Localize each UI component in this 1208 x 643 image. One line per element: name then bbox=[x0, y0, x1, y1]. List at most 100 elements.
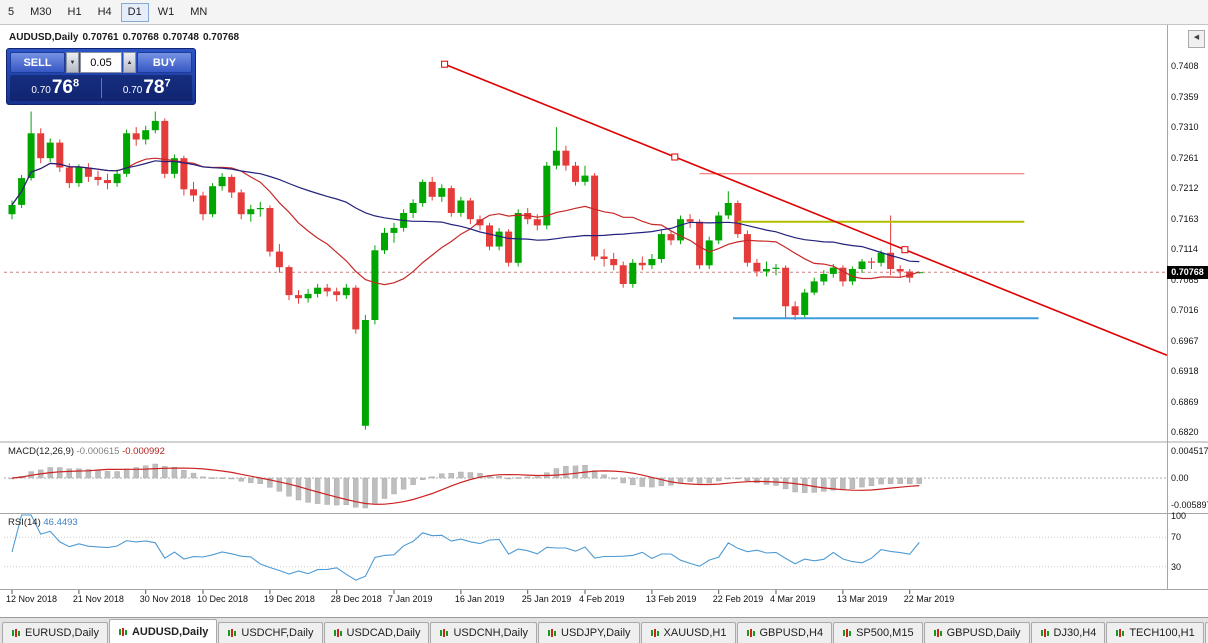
candle-down[interactable] bbox=[476, 219, 484, 226]
candle-up[interactable] bbox=[46, 142, 54, 159]
tab-scroll-left-button[interactable]: ◀ bbox=[1188, 30, 1205, 48]
timeframe-button-w1[interactable]: W1 bbox=[151, 3, 182, 22]
tab-audusd-daily[interactable]: AUDUSD,Daily bbox=[108, 619, 218, 643]
tab-usdcnh-daily[interactable]: USDCNH,Daily bbox=[430, 622, 538, 643]
candle-up[interactable] bbox=[419, 181, 427, 204]
candle-down[interactable] bbox=[667, 234, 675, 241]
volume-input[interactable] bbox=[80, 52, 122, 73]
candle-down[interactable] bbox=[782, 267, 790, 307]
candle-up[interactable] bbox=[438, 188, 446, 197]
candle-up[interactable] bbox=[657, 234, 665, 259]
candle-down[interactable] bbox=[572, 165, 579, 182]
candle-down[interactable] bbox=[275, 251, 283, 268]
candle-up[interactable] bbox=[829, 267, 837, 274]
candle-up[interactable] bbox=[381, 232, 388, 251]
candle-up[interactable] bbox=[648, 259, 656, 266]
candle-up[interactable] bbox=[820, 274, 828, 282]
candle-up[interactable] bbox=[27, 133, 35, 179]
candle-down[interactable] bbox=[428, 181, 436, 197]
candle-down[interactable] bbox=[743, 234, 751, 263]
timeframe-button-5[interactable]: 5 bbox=[1, 3, 21, 22]
candle-down[interactable] bbox=[839, 267, 847, 282]
candle-down[interactable] bbox=[65, 167, 73, 184]
candle-down[interactable] bbox=[533, 219, 541, 226]
candle-up[interactable] bbox=[677, 219, 684, 241]
candle-down[interactable] bbox=[791, 306, 799, 315]
ma-fast-line[interactable] bbox=[11, 157, 920, 286]
candle-up[interactable] bbox=[170, 158, 178, 174]
price-axis[interactable]: 0.7408 0.7359 0.7310 0.7261 0.7212 0.7163 0.71… bbox=[1167, 25, 1208, 617]
tab-sp500-m15[interactable]: SP500,M15 bbox=[833, 622, 923, 643]
candle-up[interactable] bbox=[495, 231, 503, 247]
ma-slow-line[interactable] bbox=[11, 160, 920, 263]
candle-down[interactable] bbox=[638, 262, 646, 266]
candle-down[interactable] bbox=[94, 176, 102, 180]
candle-up[interactable] bbox=[390, 227, 398, 233]
time-axis[interactable]: 12 Nov 2018 21 Nov 2018 30 Nov 2018 10 Dec … bbox=[0, 591, 1167, 617]
tab-dj30-h4[interactable]: DJ30,H4 bbox=[1030, 622, 1106, 643]
candle-up[interactable] bbox=[304, 293, 312, 299]
candle-up[interactable] bbox=[772, 267, 780, 269]
tab-tech100-h1[interactable]: TECH100,H1 bbox=[1106, 622, 1204, 643]
candle-down[interactable] bbox=[56, 142, 64, 168]
ask-price[interactable]: 0.70787 bbox=[102, 77, 193, 99]
candle-up[interactable] bbox=[371, 250, 379, 320]
trendline-handle[interactable] bbox=[671, 153, 679, 161]
candle-down[interactable] bbox=[734, 203, 742, 235]
timeframe-button-mn[interactable]: MN bbox=[183, 3, 214, 22]
sell-button[interactable]: SELL bbox=[10, 52, 65, 73]
timeframe-button-d1[interactable]: D1 bbox=[120, 2, 149, 22]
candle-up[interactable] bbox=[218, 176, 226, 187]
candle-down[interactable] bbox=[285, 267, 293, 296]
candle-up[interactable] bbox=[848, 269, 856, 282]
candle-down[interactable] bbox=[466, 200, 474, 220]
candle-down[interactable] bbox=[686, 219, 694, 222]
candle-up[interactable] bbox=[810, 281, 818, 293]
volume-up-button[interactable]: ▲ bbox=[123, 52, 136, 73]
candle-down[interactable] bbox=[619, 265, 627, 284]
tab-xauusd-h1[interactable]: XAUUSD,H1 bbox=[640, 622, 736, 643]
candle-down[interactable] bbox=[237, 192, 245, 215]
candle-down[interactable] bbox=[37, 133, 45, 159]
rsi-pane[interactable] bbox=[4, 515, 1167, 589]
candle-down[interactable] bbox=[696, 221, 704, 266]
candle-down[interactable] bbox=[323, 287, 331, 292]
tab-usdcad-daily[interactable]: USDCAD,Daily bbox=[323, 622, 430, 643]
candle-up[interactable] bbox=[705, 240, 713, 266]
candle-up[interactable] bbox=[209, 186, 217, 215]
candle-up[interactable] bbox=[75, 167, 83, 184]
candle-down[interactable] bbox=[266, 208, 274, 252]
candle-down[interactable] bbox=[228, 176, 236, 193]
tab-gbpusd-daily[interactable]: GBPUSD,Daily bbox=[923, 622, 1030, 643]
candle-down[interactable] bbox=[610, 259, 618, 266]
candle-down[interactable] bbox=[104, 180, 111, 184]
candle-up[interactable] bbox=[877, 252, 885, 263]
candle-down[interactable] bbox=[180, 158, 188, 190]
tab-uk[interactable]: UK bbox=[1204, 622, 1208, 643]
candle-down[interactable] bbox=[868, 261, 875, 263]
candle-down[interactable] bbox=[562, 150, 570, 166]
tab-gbpusd-h4[interactable]: GBPUSD,H4 bbox=[736, 622, 833, 643]
price-pane[interactable] bbox=[4, 25, 1167, 441]
candle-up[interactable] bbox=[581, 175, 589, 182]
timeframe-button-h4[interactable]: H4 bbox=[91, 3, 119, 22]
candle-up[interactable] bbox=[629, 262, 637, 284]
candle-down[interactable] bbox=[753, 262, 761, 272]
candle-up[interactable] bbox=[361, 320, 369, 426]
bid-price[interactable]: 0.70768 bbox=[10, 77, 101, 99]
candle-down[interactable] bbox=[486, 225, 493, 247]
candle-up[interactable] bbox=[915, 272, 923, 274]
candle-up[interactable] bbox=[409, 203, 417, 213]
candle-down[interactable] bbox=[84, 167, 92, 177]
candle-up[interactable] bbox=[763, 269, 770, 272]
trendline-handle[interactable] bbox=[441, 60, 449, 68]
candle-up[interactable] bbox=[256, 208, 264, 210]
candle-up[interactable] bbox=[457, 200, 465, 213]
candle-up[interactable] bbox=[151, 120, 159, 131]
candle-up[interactable] bbox=[724, 203, 732, 216]
candle-up[interactable] bbox=[514, 213, 522, 263]
candle-down[interactable] bbox=[600, 256, 608, 260]
volume-down-button[interactable]: ▼ bbox=[66, 52, 79, 73]
timeframe-button-h1[interactable]: H1 bbox=[61, 3, 89, 22]
candle-down[interactable] bbox=[591, 175, 599, 257]
